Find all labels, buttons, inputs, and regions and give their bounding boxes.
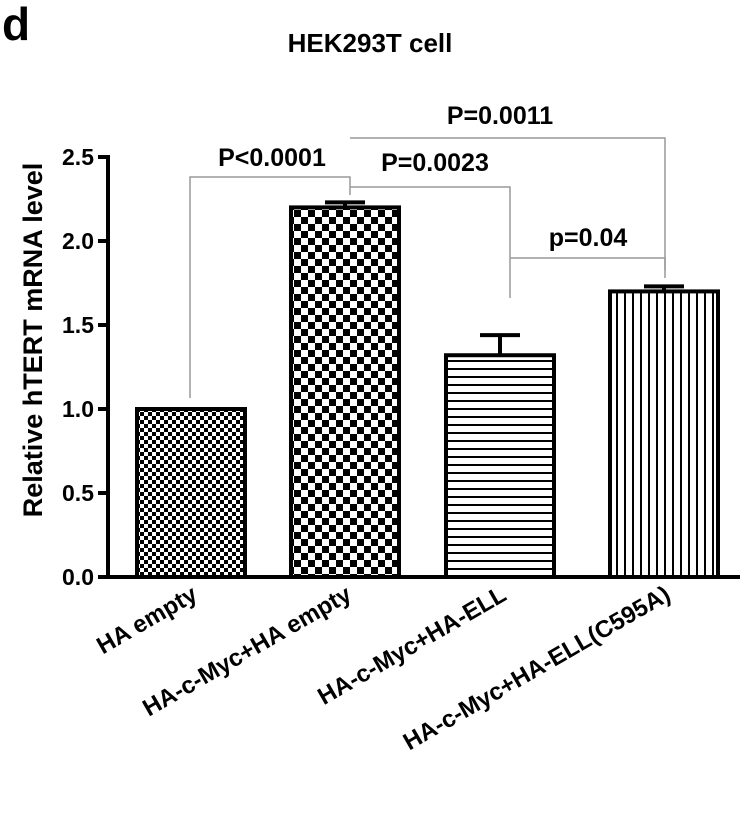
significance-label: P=0.0011 xyxy=(447,102,553,130)
significance-bracket xyxy=(510,257,666,278)
bar xyxy=(608,289,720,579)
panel-label: d xyxy=(2,0,30,50)
y-tick-label: 2.5 xyxy=(62,144,94,170)
significance-label: p=0.04 xyxy=(549,224,628,252)
y-tick-label: 1.0 xyxy=(62,396,94,422)
bar xyxy=(444,353,556,579)
significance-bracket xyxy=(189,176,351,398)
y-tick-label: 1.5 xyxy=(62,312,94,338)
y-tick-label: 2.0 xyxy=(62,228,94,254)
bar xyxy=(289,205,401,579)
y-tick-label: 0.0 xyxy=(62,564,94,590)
x-tick-label: HA-c-Myc+HA-ELL(C595A) xyxy=(399,581,675,756)
bar xyxy=(135,407,247,579)
x-tick-label: HA empty xyxy=(92,580,202,659)
significance-bracket xyxy=(350,137,666,270)
significance-bracket xyxy=(350,186,511,298)
significance-label: P=0.0023 xyxy=(381,149,489,177)
significance-label: P<0.0001 xyxy=(218,144,326,172)
chart-title: HEK293T cell xyxy=(288,28,453,58)
y-axis-label: Relative hTERT mRNA level xyxy=(18,163,48,518)
y-tick-label: 0.5 xyxy=(62,480,94,506)
